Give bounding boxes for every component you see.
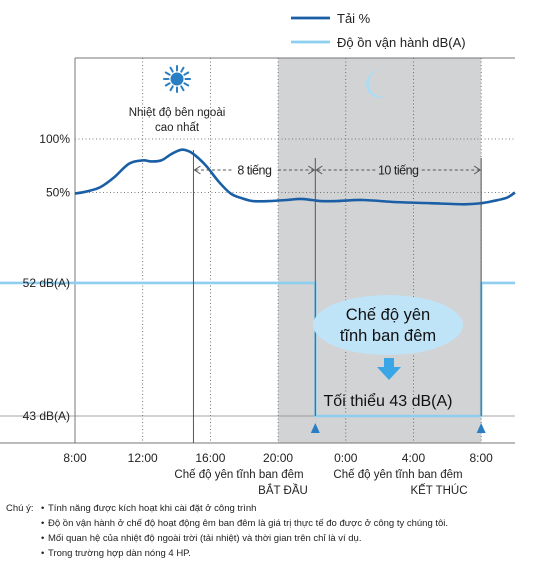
sun-ray [180, 85, 185, 92]
noise-tick-label: 52 dB(A) [23, 276, 70, 290]
sun-core [170, 72, 184, 86]
note-item: Tính năng được kích hoạt khi cài đặt ở c… [41, 501, 531, 516]
noise-tick-label: 43 dB(A) [23, 409, 70, 423]
bubble-text-line1: Chế độ yên [346, 306, 430, 324]
sun-ray [180, 66, 185, 73]
sun-label-line2: cao nhất [155, 122, 200, 134]
x-tick-label: 8:00 [63, 451, 87, 465]
min-level-label: Tối thiểu 43 dB(A) [324, 392, 453, 410]
x-tick-label: 0:00 [334, 451, 358, 465]
x-tick-label: 4:00 [402, 451, 426, 465]
start-caption-line1: Chế độ yên tĩnh ban đêm [174, 469, 303, 481]
night-quiet-mode-chart: Nhiệt độ bên ngoài cao nhất 8 tiếng 10 tiến… [0, 11, 516, 497]
notes-section: Chú ý: Tính năng được kích hoạt khi cài … [6, 501, 531, 561]
span-8h-arrow-right [308, 165, 316, 175]
legend-label: Độ ồn vận hành dB(A) [337, 35, 466, 50]
note-item: Trong trường hợp dàn nóng 4 HP. [41, 546, 531, 561]
span-10h-label: 10 tiếng [378, 164, 419, 178]
end-caption-line2: KẾT THÚC [410, 484, 467, 497]
sun-icon [163, 65, 191, 93]
sun-ray [169, 85, 174, 92]
bubble-text-line2: tĩnh ban đêm [340, 327, 436, 345]
sun-ray [183, 71, 190, 76]
span-10h-arrow-left [315, 165, 323, 175]
sun-ray [183, 82, 190, 87]
span-8h-arrow-left [193, 165, 201, 175]
x-tick-label: 12:00 [128, 451, 158, 465]
quiet-mode-bubble [313, 295, 463, 355]
night-shade [278, 58, 482, 443]
x-tick-label: 20:00 [263, 451, 293, 465]
x-tick-label: 16:00 [195, 451, 225, 465]
sun-ray [164, 71, 171, 76]
start-marker-triangle [310, 423, 320, 433]
x-tick-label: 8:00 [469, 451, 493, 465]
noise-series-line [75, 281, 515, 418]
span-8h-label: 8 tiếng [237, 164, 272, 178]
load-series-line [74, 148, 516, 206]
span-8h-label-bg [233, 161, 276, 178]
sun-label-line1: Nhiệt độ bên ngoài [129, 107, 226, 119]
span-10h-label-bg [377, 161, 420, 178]
sun-ray [169, 66, 174, 73]
note-item: Độ ồn vận hành ở chế độ hoạt động êm ban… [41, 516, 531, 531]
load-tick-label: 50% [46, 186, 70, 200]
span-10h-arrow-right [473, 165, 482, 175]
notes-label: Chú ý: [6, 503, 34, 514]
note-item: Mối quan hệ của nhiệt độ ngoài trời (tải… [41, 531, 531, 546]
end-marker-triangle [476, 423, 486, 433]
start-caption-line2: BẮT ĐẦU [258, 484, 308, 497]
down-arrow-icon [377, 358, 401, 380]
load-tick-label: 100% [39, 132, 70, 146]
legend-label: Tải % [337, 11, 371, 26]
sun-ray [164, 82, 171, 87]
end-caption-line1: Chế độ yên tĩnh ban đêm [333, 469, 462, 481]
notes-list: Tính năng được kích hoạt khi cài đặt ở c… [6, 501, 531, 561]
